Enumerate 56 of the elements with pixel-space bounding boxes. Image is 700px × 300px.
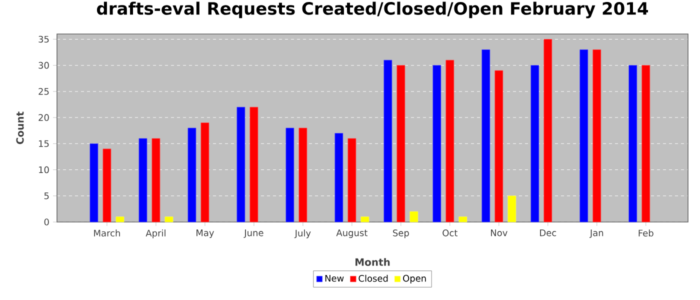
x-tick-label: April <box>146 230 166 238</box>
x-tick-label: Sep <box>393 230 409 238</box>
bar <box>116 216 124 222</box>
x-tick-label: Feb <box>638 230 654 236</box>
bar <box>592 49 602 222</box>
bar <box>494 70 504 222</box>
x-tick-label: June <box>244 230 264 238</box>
x-tick-label: May <box>196 230 214 238</box>
y-tick-label: 15 <box>39 140 49 148</box>
x-tick-label: August <box>336 230 368 238</box>
bar <box>628 65 638 222</box>
bar <box>384 60 392 222</box>
y-tick-label: 10 <box>39 166 49 174</box>
bar <box>458 216 468 222</box>
bar <box>544 39 552 222</box>
bar <box>298 128 308 222</box>
bar <box>188 128 196 222</box>
legend-label: Open <box>403 274 426 284</box>
x-tick-label: March <box>94 230 120 236</box>
x-tick-label: July <box>294 230 311 238</box>
x-tick-label: Jan <box>589 230 604 238</box>
bar <box>152 138 160 222</box>
y-axis-title: Count <box>16 112 24 144</box>
y-tick-label: 0 <box>44 218 49 226</box>
x-tick-label: Nov <box>491 230 508 236</box>
bar <box>530 65 540 222</box>
y-tick-label: 20 <box>38 114 49 121</box>
bar <box>334 133 344 222</box>
bar <box>138 138 148 222</box>
bar <box>286 128 294 222</box>
y-tick-label: 30 <box>38 62 49 69</box>
bar <box>360 216 370 222</box>
bar <box>200 122 210 222</box>
y-tick-label: 25 <box>38 88 49 95</box>
bar <box>90 143 98 222</box>
bar <box>236 106 246 222</box>
x-axis-title: Month <box>356 258 390 266</box>
x-tick-label: Oct <box>442 230 458 236</box>
bar <box>396 65 406 222</box>
bar <box>164 216 174 222</box>
chart-title: drafts-eval Requests Created/Closed/Open February 2014 <box>96 2 648 18</box>
bar <box>642 65 650 222</box>
bar <box>446 60 454 222</box>
bar <box>508 196 516 222</box>
legend-label: Closed <box>358 274 388 282</box>
bar <box>580 49 588 222</box>
bar <box>348 138 356 222</box>
x-tick-label: Dec <box>540 230 556 236</box>
bar <box>250 106 258 222</box>
y-tick-label: 35 <box>38 36 49 43</box>
bar <box>482 49 490 222</box>
bar <box>432 65 442 222</box>
bar <box>102 148 112 222</box>
legend-label: New <box>325 274 344 282</box>
y-tick-label: 5 <box>44 192 49 200</box>
bar <box>410 211 418 222</box>
